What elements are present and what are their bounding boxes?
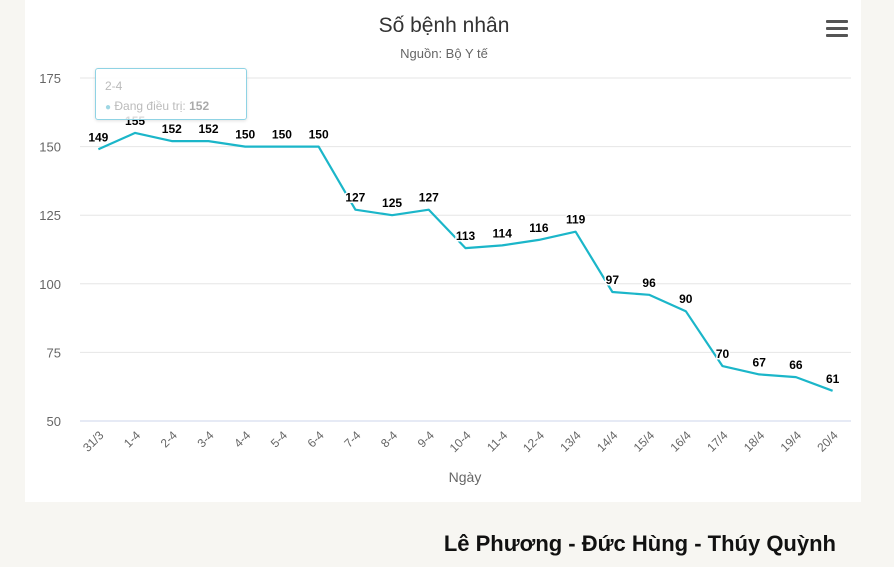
- tooltip-dot-icon: ●: [105, 102, 112, 113]
- x-tick-label: 19/4: [778, 428, 805, 455]
- data-points: [98, 132, 833, 391]
- data-label: 125: [382, 196, 402, 210]
- data-label: 152: [162, 122, 182, 136]
- x-tick-label: 12-4: [520, 428, 547, 455]
- tooltip-category: 2-4: [105, 79, 123, 93]
- x-tick-label: 7-4: [341, 428, 363, 450]
- data-label: 70: [716, 347, 730, 361]
- x-tick-label: 3-4: [194, 428, 216, 450]
- data-label: 90: [679, 292, 693, 306]
- y-tick-label: 125: [39, 208, 61, 223]
- data-label: 150: [309, 128, 329, 142]
- x-tick-label: 4-4: [231, 428, 253, 450]
- x-tick-label: 11-4: [484, 428, 510, 454]
- data-label: 152: [198, 122, 218, 136]
- y-tick-label: 50: [47, 414, 61, 429]
- data-label: 150: [272, 128, 292, 142]
- data-label: 97: [606, 273, 620, 287]
- x-tick-label: 14/4: [594, 428, 621, 455]
- data-label: 113: [456, 229, 476, 243]
- y-tick-label: 150: [39, 140, 61, 155]
- data-label: 127: [419, 191, 439, 205]
- line-chart: Số bệnh nhân Nguồn: Bộ Y tế 50 75 100 125 15…: [39, 14, 851, 485]
- x-tick-label: 17/4: [704, 428, 731, 455]
- tooltip-value: 152: [189, 99, 210, 113]
- x-tick-label: 20/4: [814, 428, 841, 455]
- x-tick-label: 18/4: [741, 428, 768, 455]
- y-tick-label: 75: [47, 345, 61, 360]
- x-tick-label: 13/4: [557, 428, 584, 455]
- data-label: 96: [642, 276, 656, 290]
- tooltip: 2-4 ● Đang điều trị: 152: [95, 68, 247, 120]
- data-label: 127: [345, 191, 365, 205]
- menu-icon[interactable]: [826, 20, 848, 40]
- data-label: 116: [529, 221, 549, 235]
- x-tick-label: 9-4: [415, 428, 437, 450]
- y-tick-label: 175: [39, 71, 61, 86]
- x-tick-label: 16/4: [667, 428, 694, 455]
- x-axis-label: Ngày: [449, 469, 482, 485]
- x-tick-label: 15/4: [631, 428, 658, 455]
- data-label: 149: [88, 130, 108, 144]
- x-tick-label: 5-4: [268, 428, 290, 450]
- data-label: 114: [493, 226, 513, 240]
- chart-subtitle: Nguồn: Bộ Y tế: [400, 46, 488, 61]
- x-tick-label: 31/3: [80, 428, 107, 455]
- x-tick-label: 1-4: [121, 428, 143, 450]
- author-credit: Lê Phương - Đức Hùng - Thúy Quỳnh: [443, 531, 836, 556]
- data-label: 61: [826, 372, 840, 386]
- x-axis-ticks: 31/3 1-4 2-4 3-4 4-4 5-4 6-4 7-4 8-4 9-4 10-4 11-4 1…: [80, 428, 841, 455]
- y-axis-ticks: 50 75 100 125 150 175: [39, 71, 61, 429]
- data-label: 150: [235, 128, 255, 142]
- data-label: 66: [789, 358, 803, 372]
- tooltip-series-label: Đang điều trị:: [114, 99, 186, 113]
- data-label: 119: [566, 213, 586, 227]
- x-tick-label: 10-4: [447, 428, 474, 455]
- chart-title: Số bệnh nhân: [379, 14, 510, 37]
- x-tick-label: 6-4: [305, 428, 327, 450]
- data-label: 67: [753, 355, 767, 369]
- x-tick-label: 8-4: [378, 428, 400, 450]
- y-tick-label: 100: [39, 277, 61, 292]
- x-tick-label: 2-4: [158, 428, 180, 450]
- chart-card: Số bệnh nhân Nguồn: Bộ Y tế 50 75 100 125 15…: [25, 0, 861, 502]
